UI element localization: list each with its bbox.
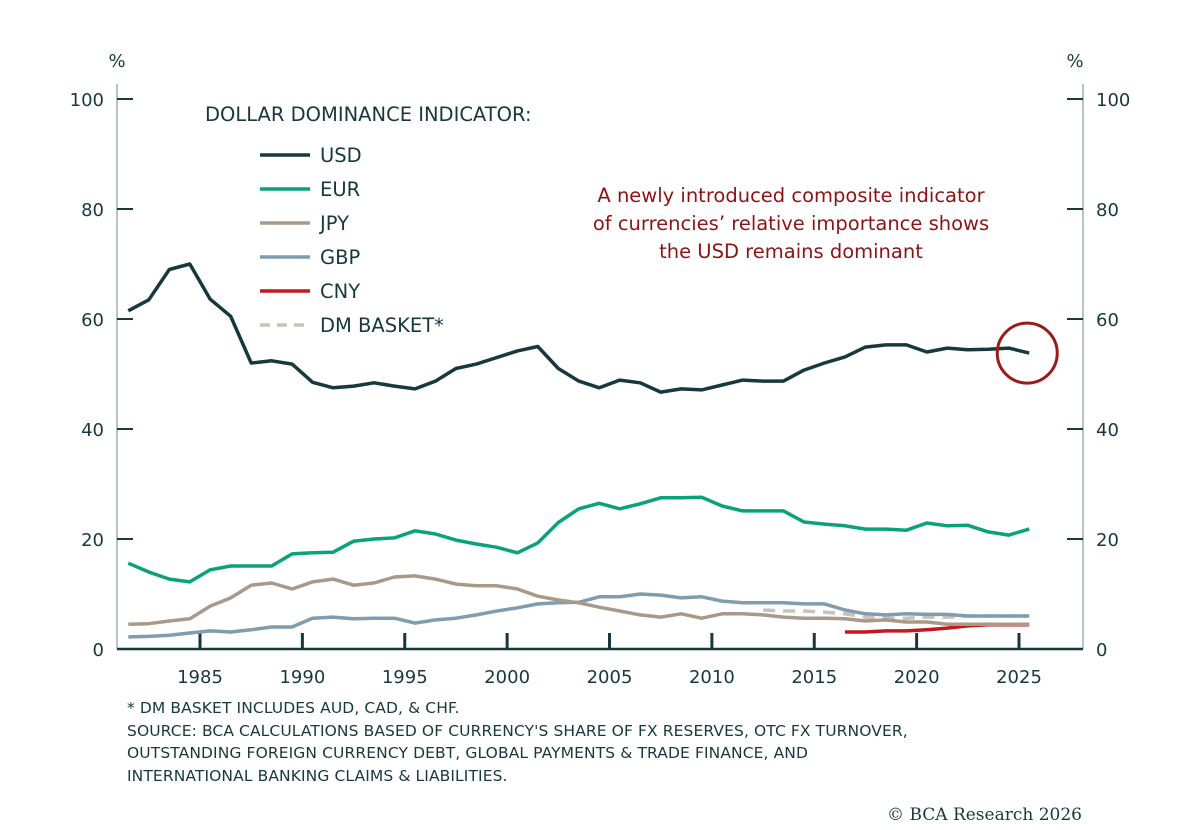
y-tick-label-left: 40 — [81, 420, 104, 441]
legend-title: DOLLAR DOMINANCE INDICATOR: — [205, 103, 532, 126]
x-tick-label: 1985 — [177, 667, 223, 688]
y-tick-label-left: 0 — [93, 640, 104, 661]
y-tick-label-left: 20 — [81, 530, 104, 551]
y-tick-label-right: 80 — [1096, 200, 1119, 221]
y-tick-label-right: 0 — [1096, 640, 1107, 661]
legend-label: USD — [320, 144, 362, 167]
annotation-line: of currencies’ relative importance shows — [593, 212, 989, 235]
legend-label: CNY — [320, 280, 360, 303]
x-tick-label: 2005 — [587, 667, 633, 688]
y-tick-label-left: 100 — [70, 90, 104, 111]
annotation-line: A newly introduced composite indicator — [597, 184, 985, 207]
series-line-jpy — [128, 574, 1030, 627]
footnote-dm-basket: * DM BASKET INCLUDES AUD, CAD, & CHF. — [127, 699, 460, 717]
y-tick-label-right: 60 — [1096, 310, 1119, 331]
legend-label: DM BASKET* — [320, 314, 444, 337]
x-tick-label: 1995 — [382, 667, 428, 688]
legend-label: JPY — [318, 212, 349, 235]
y-unit-left: % — [108, 51, 125, 72]
footnote-source-3: INTERNATIONAL BANKING CLAIMS & LIABILITI… — [127, 766, 508, 785]
footnote-source-2: OUTSTANDING FOREIGN CURRENCY DEBT, GLOBA… — [127, 744, 809, 762]
footnote-source-1: SOURCE: BCA CALCULATIONS BASED OF CURREN… — [127, 721, 908, 740]
series-line-usd — [127, 262, 1030, 394]
y-tick-label-left: 60 — [81, 310, 104, 331]
highlight-circle — [995, 321, 1059, 385]
y-tick-label-right: 40 — [1096, 420, 1119, 441]
x-tick-label: 2010 — [689, 667, 735, 688]
annotation-line: the USD remains dominant — [659, 240, 923, 263]
y-tick-label-right: 20 — [1096, 530, 1119, 551]
x-tick-label: 1990 — [279, 667, 325, 688]
annotation: A newly introduced composite indicator of… — [593, 184, 1059, 385]
y-tick-label-left: 80 — [81, 200, 104, 221]
x-tick-label: 2020 — [894, 667, 940, 688]
y-unit-right: % — [1066, 51, 1083, 72]
copyright: © BCA Research 2026 — [887, 805, 1082, 825]
x-tick-label: 2015 — [791, 667, 837, 688]
footnotes: * DM BASKET INCLUDES AUD, CAD, & CHF. SO… — [127, 697, 908, 787]
x-tick-label: 2025 — [996, 667, 1042, 688]
series-line-eur — [127, 495, 1030, 584]
series-lines — [127, 262, 1030, 639]
legend-label: GBP — [320, 246, 360, 269]
y-tick-label-right: 100 — [1096, 90, 1130, 111]
legend: DOLLAR DOMINANCE INDICATOR: USD EUR JPY GBP C… — [205, 103, 532, 337]
legend-label: EUR — [320, 178, 360, 201]
x-tick-label: 2000 — [484, 667, 530, 688]
